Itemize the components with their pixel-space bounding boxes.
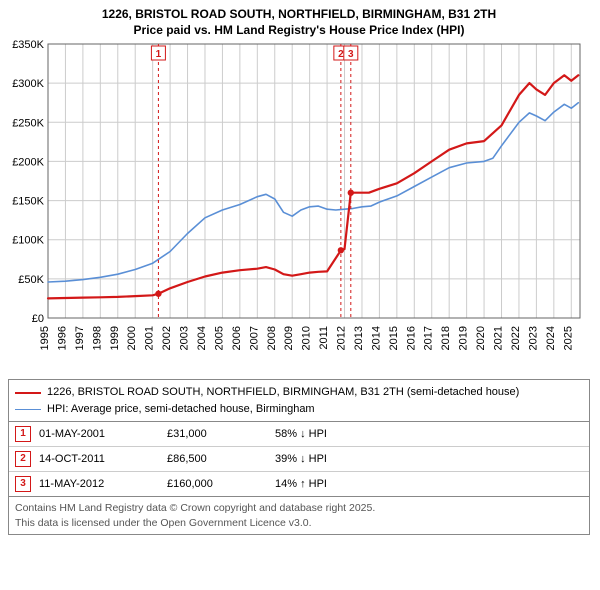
- callout-price: £86,500: [167, 453, 267, 465]
- svg-text:1999: 1999: [109, 326, 121, 350]
- svg-text:2010: 2010: [301, 326, 313, 350]
- svg-text:2019: 2019: [458, 326, 470, 350]
- chart-title: 1226, BRISTOL ROAD SOUTH, NORTHFIELD, BI…: [8, 6, 590, 38]
- svg-text:£0: £0: [32, 313, 44, 325]
- callout-row: 3 11-MAY-2012 £160,000 14% ↑ HPI: [9, 471, 589, 496]
- callout-delta: 58% ↓ HPI: [275, 428, 327, 440]
- legend-swatch: [15, 392, 41, 394]
- callout-date: 14-OCT-2011: [39, 453, 159, 465]
- svg-text:1997: 1997: [74, 326, 86, 350]
- legend-label: 1226, BRISTOL ROAD SOUTH, NORTHFIELD, BI…: [47, 384, 519, 401]
- page-root: 1226, BRISTOL ROAD SOUTH, NORTHFIELD, BI…: [0, 0, 600, 590]
- svg-text:£200K: £200K: [12, 157, 44, 169]
- svg-text:2022: 2022: [510, 326, 522, 350]
- svg-text:2015: 2015: [388, 326, 400, 350]
- legend-item: 1226, BRISTOL ROAD SOUTH, NORTHFIELD, BI…: [15, 384, 583, 401]
- svg-text:2016: 2016: [405, 326, 417, 350]
- callout-number-box: 2: [15, 451, 31, 467]
- chart-container: £0 £50K £100K £150K £200K £250K £300K £350K 1995…: [8, 38, 590, 373]
- svg-text:2007: 2007: [248, 326, 260, 350]
- svg-text:2023: 2023: [527, 326, 539, 350]
- svg-text:£300K: £300K: [12, 79, 44, 91]
- footer-line-1: Contains HM Land Registry data © Crown c…: [15, 502, 375, 514]
- svg-text:2025: 2025: [562, 326, 574, 350]
- svg-text:3: 3: [348, 49, 354, 60]
- legend-item: HPI: Average price, semi-detached house,…: [15, 401, 583, 418]
- svg-text:2004: 2004: [196, 326, 208, 350]
- callout-delta: 14% ↑ HPI: [275, 478, 327, 490]
- footer-attribution: Contains HM Land Registry data © Crown c…: [8, 497, 590, 534]
- legend-label: HPI: Average price, semi-detached house,…: [47, 401, 315, 418]
- title-line-2: Price paid vs. HM Land Registry's House …: [134, 23, 465, 37]
- callout-date: 11-MAY-2012: [39, 478, 159, 490]
- svg-text:2001: 2001: [144, 326, 156, 350]
- callout-number-box: 1: [15, 426, 31, 442]
- callout-delta: 39% ↓ HPI: [275, 453, 327, 465]
- svg-text:2008: 2008: [266, 326, 278, 350]
- svg-text:2009: 2009: [283, 326, 295, 350]
- callout-number-box: 3: [15, 476, 31, 492]
- callout-row: 2 14-OCT-2011 £86,500 39% ↓ HPI: [9, 446, 589, 471]
- svg-text:1996: 1996: [56, 326, 68, 350]
- callouts-table: 1 01-MAY-2001 £31,000 58% ↓ HPI 2 14-OCT-2011…: [8, 422, 590, 497]
- svg-text:1995: 1995: [39, 326, 51, 350]
- svg-text:2005: 2005: [213, 326, 225, 350]
- svg-text:2013: 2013: [353, 326, 365, 350]
- title-line-1: 1226, BRISTOL ROAD SOUTH, NORTHFIELD, BI…: [102, 7, 496, 21]
- svg-text:2017: 2017: [423, 326, 435, 350]
- svg-text:£50K: £50K: [18, 274, 44, 286]
- svg-text:2014: 2014: [370, 326, 382, 350]
- svg-text:£250K: £250K: [12, 118, 44, 130]
- legend-swatch: [15, 409, 41, 410]
- svg-text:£150K: £150K: [12, 196, 44, 208]
- svg-text:2011: 2011: [318, 326, 330, 350]
- svg-text:2000: 2000: [126, 326, 138, 350]
- svg-text:1998: 1998: [91, 326, 103, 350]
- svg-text:2021: 2021: [493, 326, 505, 350]
- callout-price: £160,000: [167, 478, 267, 490]
- svg-text:£100K: £100K: [12, 235, 44, 247]
- svg-text:2006: 2006: [231, 326, 243, 350]
- callout-date: 01-MAY-2001: [39, 428, 159, 440]
- footer-line-2: This data is licensed under the Open Gov…: [15, 517, 312, 529]
- svg-text:2012: 2012: [336, 326, 348, 350]
- svg-text:1: 1: [156, 49, 162, 60]
- svg-text:2020: 2020: [475, 326, 487, 350]
- callout-price: £31,000: [167, 428, 267, 440]
- callout-row: 1 01-MAY-2001 £31,000 58% ↓ HPI: [9, 422, 589, 446]
- svg-text:2003: 2003: [179, 326, 191, 350]
- svg-text:£350K: £350K: [12, 39, 44, 51]
- svg-text:2018: 2018: [440, 326, 452, 350]
- svg-text:2024: 2024: [545, 326, 557, 350]
- svg-text:2002: 2002: [161, 326, 173, 350]
- line-chart: £0 £50K £100K £150K £200K £250K £300K £350K 1995…: [8, 38, 588, 368]
- svg-text:2: 2: [338, 49, 344, 60]
- legend-box: 1226, BRISTOL ROAD SOUTH, NORTHFIELD, BI…: [8, 379, 590, 422]
